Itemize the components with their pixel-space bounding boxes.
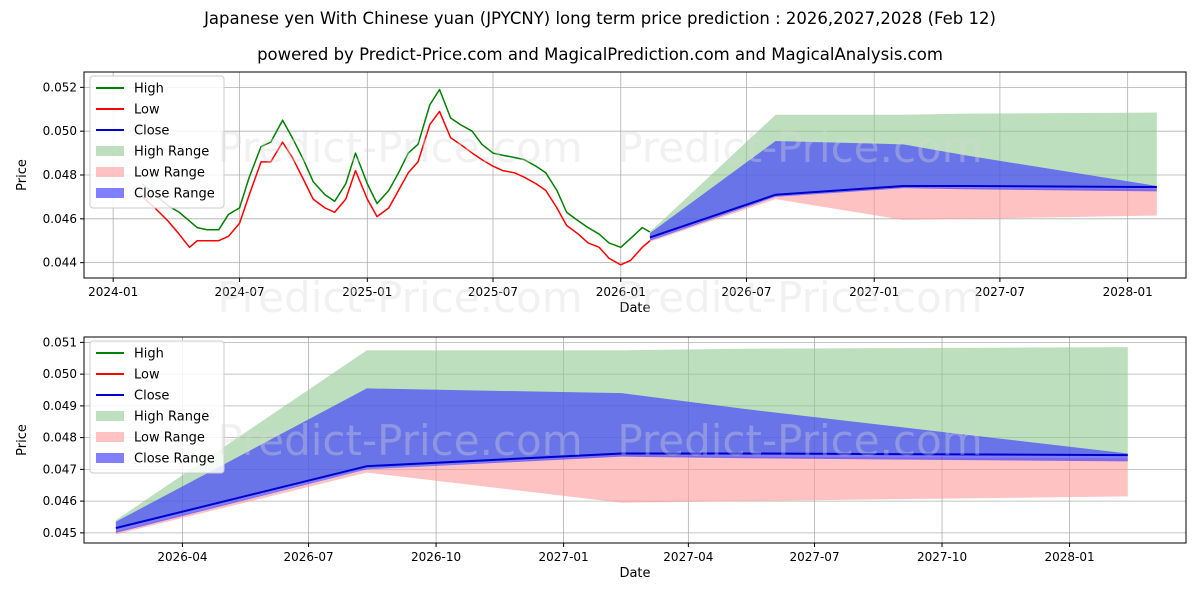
bottom-chart: 2026-04 2026-07 2026-10 2027-01 2027-04 2027-… xyxy=(15,335,1187,581)
x-tick-label: 2027-01 xyxy=(539,550,589,564)
x-tick-label: 2025-07 xyxy=(468,285,518,299)
legend: High Low Close High Range Low Range Close Ran… xyxy=(89,75,225,209)
x-tick-label: 2026-01 xyxy=(596,285,646,299)
y-tick-label: 0.046 xyxy=(43,212,77,226)
low-range-band xyxy=(649,187,1157,242)
legend-swatch-low-range xyxy=(96,167,124,177)
y-tick-label: 0.048 xyxy=(43,431,77,445)
legend-label-high-range: High Range xyxy=(134,410,209,425)
close-range-band xyxy=(649,141,1157,241)
watermark-4: Predict-Price.com xyxy=(617,273,982,322)
legend-label-high: High xyxy=(134,82,164,97)
y-tick-label: 0.048 xyxy=(43,168,77,182)
x-tick-label: 2024-07 xyxy=(214,285,264,299)
y-axis-label: Price xyxy=(15,424,30,456)
plot-frame xyxy=(83,336,1187,544)
x-tick-label: 2026-07 xyxy=(283,550,333,564)
legend-label-close: Close xyxy=(134,124,169,139)
top-chart: 2024-01 2024-07 2025-01 2025-07 2026-01 2026-… xyxy=(15,71,1187,316)
close-forecast-line xyxy=(115,452,1128,530)
x-tick-label: 2027-01 xyxy=(849,285,899,299)
legend-label-high: High xyxy=(134,347,164,362)
x-tick-label: 2025-01 xyxy=(342,285,392,299)
y-tick-label: 0.046 xyxy=(43,494,77,508)
y-axis-label: Price xyxy=(15,159,30,191)
legend-swatch-high-range xyxy=(96,146,124,156)
y-tick-label: 0.044 xyxy=(43,256,77,270)
x-tick-label: 2028-01 xyxy=(1044,550,1094,564)
watermark-1: Predict-Price.com xyxy=(217,123,582,172)
legend-label-low: Low xyxy=(134,103,160,118)
chart-subtitle: powered by Predict-Price.com and Magical… xyxy=(257,45,943,64)
x-tick-label: 2027-07 xyxy=(789,550,839,564)
x-axis-label: Date xyxy=(619,301,650,316)
watermark-3: Predict-Price.com xyxy=(217,273,582,322)
x-tick-label: 2028-01 xyxy=(1103,285,1153,299)
legend-swatch-close-range xyxy=(96,188,124,198)
legend-label-close-range: Close Range xyxy=(134,187,215,202)
legend-swatch-close-range xyxy=(96,453,124,463)
y-tick-label: 0.050 xyxy=(43,367,77,381)
close-forecast-line xyxy=(649,184,1157,239)
x-tick-label: 2027-07 xyxy=(975,285,1025,299)
y-tick-label: 0.049 xyxy=(43,399,77,413)
legend: High Low Close High Range Low Range Close Ran… xyxy=(89,340,225,474)
x-tick-label: 2026-07 xyxy=(721,285,771,299)
x-axis-label: Date xyxy=(619,566,650,581)
x-tick-label: 2026-04 xyxy=(157,550,207,564)
watermark-2: Predict-Price.com xyxy=(617,123,982,172)
x-tick-label: 2027-10 xyxy=(917,550,967,564)
x-tick-label: 2027-04 xyxy=(663,550,713,564)
legend-swatch-high-range xyxy=(96,411,124,421)
low-series-line xyxy=(141,110,651,266)
legend-label-low-range: Low Range xyxy=(134,166,205,181)
x-tick-label: 2024-01 xyxy=(88,285,138,299)
legend-label-high-range: High Range xyxy=(134,145,209,160)
y-tick-label: 0.052 xyxy=(43,80,77,94)
legend-label-close: Close xyxy=(134,389,169,404)
watermark-5: Predict-Price.com xyxy=(217,416,582,465)
close-range-band xyxy=(115,388,1128,533)
high-series-line xyxy=(141,88,651,249)
plot-area xyxy=(141,88,1157,266)
legend-label-close-range: Close Range xyxy=(134,452,215,467)
y-tick-label: 0.045 xyxy=(43,526,77,540)
legend-label-low-range: Low Range xyxy=(134,431,205,446)
y-tick-label: 0.050 xyxy=(43,124,77,138)
y-tick-label: 0.047 xyxy=(43,462,77,476)
low-range-band xyxy=(115,455,1128,535)
legend-label-low: Low xyxy=(134,368,160,383)
plot-area xyxy=(115,347,1128,535)
legend-swatch-low-range xyxy=(96,432,124,442)
x-tick-label: 2026-10 xyxy=(411,550,461,564)
watermark-6: Predict-Price.com xyxy=(617,416,982,465)
chart-title: Japanese yen With Chinese yuan (JPYCNY) … xyxy=(204,9,996,28)
y-tick-label: 0.051 xyxy=(43,335,77,349)
